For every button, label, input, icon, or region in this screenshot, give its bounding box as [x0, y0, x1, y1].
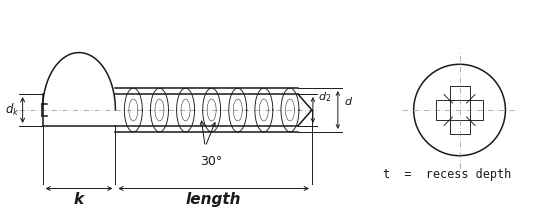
Bar — [436, 100, 483, 120]
Bar — [449, 86, 470, 134]
Text: $d_2$: $d_2$ — [318, 90, 332, 104]
Text: k: k — [74, 192, 84, 207]
Text: $d$: $d$ — [344, 95, 353, 107]
Text: $d_k$: $d_k$ — [6, 102, 20, 118]
Text: t  =  recess depth: t = recess depth — [383, 168, 512, 181]
Text: length: length — [186, 192, 241, 207]
Text: 30°: 30° — [200, 155, 222, 168]
